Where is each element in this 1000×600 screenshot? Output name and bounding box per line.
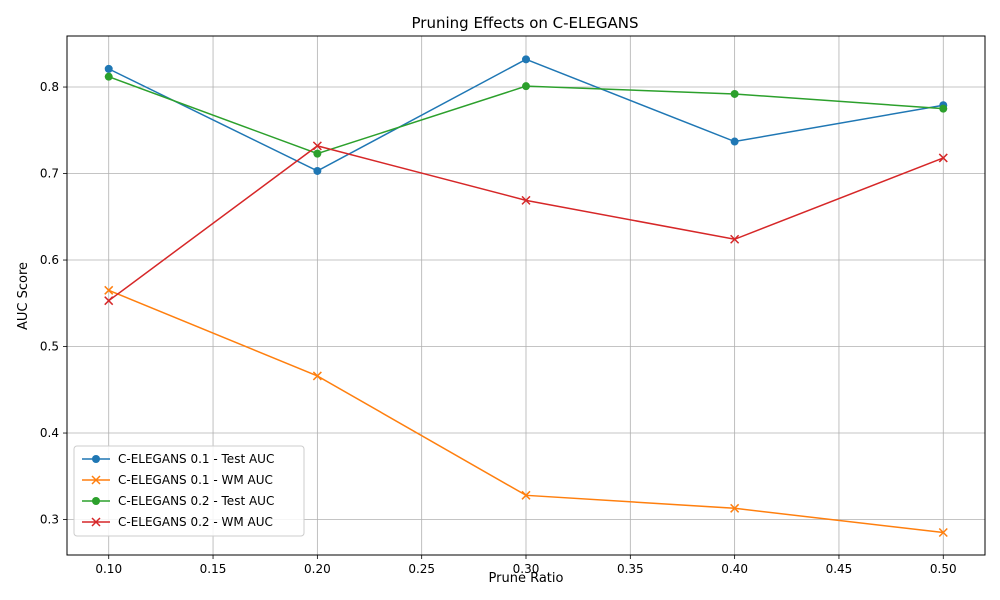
y-tick-label: 0.6 <box>40 253 59 267</box>
legend-label: C-ELEGANS 0.1 - WM AUC <box>118 473 273 487</box>
legend-label: C-ELEGANS 0.2 - Test AUC <box>118 494 274 508</box>
legend-item: C-ELEGANS 0.2 - WM AUC <box>82 515 273 529</box>
data-point <box>313 166 322 175</box>
data-point <box>104 64 113 73</box>
x-tick-label: 0.20 <box>304 562 331 576</box>
x-tick-label: 0.40 <box>721 562 748 576</box>
legend-marker <box>92 455 100 463</box>
data-point <box>312 141 322 151</box>
series-3 <box>104 72 948 158</box>
legend-item: C-ELEGANS 0.2 - Test AUC <box>82 494 274 508</box>
data-point <box>312 371 322 381</box>
legend-marker <box>91 475 101 485</box>
data-point <box>522 82 530 91</box>
data-point <box>938 153 948 163</box>
x-tick-label: 0.45 <box>826 562 853 576</box>
x-axis-ticks: 0.10 0.15 0.20 0.25 0.30 0.35 0.40 0.45 0.50 <box>95 555 957 576</box>
x-tick-label: 0.30 <box>513 562 540 576</box>
x-axis-label: Prune Ratio <box>489 571 564 586</box>
data-point <box>730 89 739 98</box>
data-point <box>938 527 948 538</box>
legend-item: C-ELEGANS 0.1 - Test AUC <box>82 452 274 466</box>
series-4 <box>104 141 948 306</box>
data-point <box>521 490 531 500</box>
y-tick-label: 0.3 <box>40 513 59 527</box>
data-point <box>939 104 948 113</box>
data-point <box>313 149 322 158</box>
legend-marker <box>91 517 101 527</box>
legend-marker <box>92 497 100 505</box>
series-2 <box>104 285 948 538</box>
data-point <box>104 72 113 81</box>
data-point <box>104 285 114 295</box>
x-tick-label: 0.15 <box>200 562 227 576</box>
y-tick-label: 0.5 <box>40 340 59 354</box>
x-tick-label: 0.35 <box>617 562 644 576</box>
y-tick-label: 0.4 <box>40 426 59 440</box>
y-tick-label: 0.8 <box>40 80 59 94</box>
data-point <box>730 503 740 513</box>
legend: C-ELEGANS 0.1 - Test AUC C-ELEGANS 0.1 - … <box>73 445 305 537</box>
data-point <box>730 234 740 244</box>
data-point <box>521 195 531 205</box>
data-point <box>104 296 114 306</box>
legend-label: C-ELEGANS 0.1 - Test AUC <box>118 452 274 466</box>
y-axis-label: AUC Score <box>16 262 31 330</box>
legend-label: C-ELEGANS 0.2 - WM AUC <box>118 515 273 529</box>
y-tick-label: 0.7 <box>40 167 59 181</box>
y-axis-ticks: 0.3 0.4 0.5 0.6 0.7 0.8 <box>40 80 67 527</box>
legend-item: C-ELEGANS 0.1 - WM AUC <box>82 473 273 487</box>
data-point <box>730 137 739 146</box>
data-point <box>522 55 530 64</box>
legend-box <box>73 445 305 537</box>
x-tick-label: 0.50 <box>930 562 957 576</box>
x-tick-label: 0.10 <box>95 562 122 576</box>
chart-title: Pruning Effects on C-ELEGANS <box>412 14 639 32</box>
x-tick-label: 0.25 <box>408 562 435 576</box>
series-layer <box>104 55 948 538</box>
